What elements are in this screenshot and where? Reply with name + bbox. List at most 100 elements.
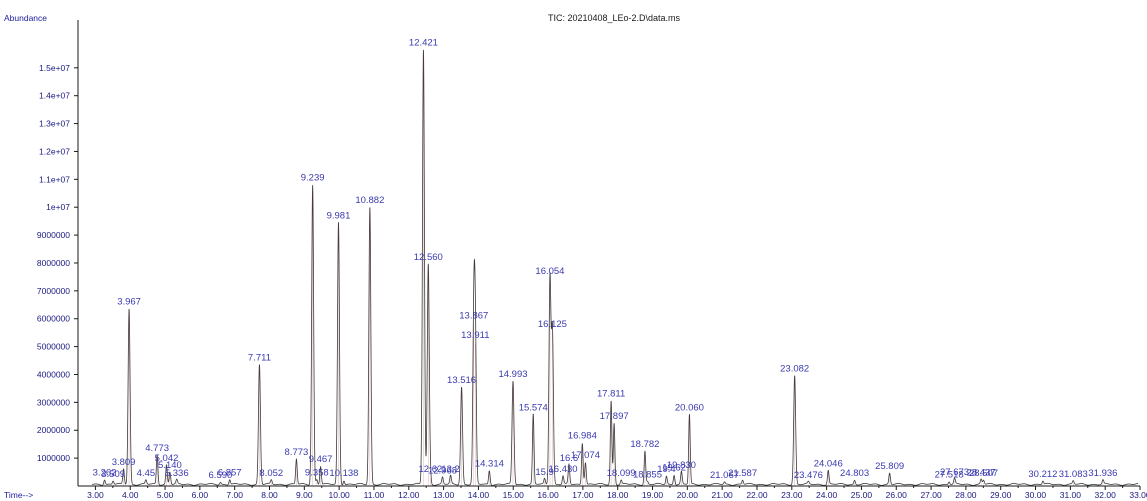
peak-label: 21.587 [728, 468, 757, 479]
x-tick-label: 13.00 [433, 490, 455, 500]
x-tick-label: 32.00 [1095, 490, 1117, 500]
peak-label: 12.421 [409, 37, 438, 48]
x-tick-label: 17.00 [572, 490, 594, 500]
peak-label: 25.809 [875, 461, 904, 472]
x-tick-label: 5.00 [157, 490, 174, 500]
x-tick-label: 26.00 [886, 490, 908, 500]
y-tick-label: 1e+07 [46, 202, 70, 212]
y-tick-label: 3000000 [37, 397, 70, 407]
peak-label: 8.773 [285, 447, 309, 458]
x-tick-label: 3.00 [87, 490, 104, 500]
peak-label: 16.430 [549, 464, 578, 475]
x-tick-label: 33.00 [1129, 490, 1147, 500]
peak-label: 28.507 [969, 468, 998, 479]
peak-label: 27.518 [935, 470, 964, 481]
peak-label: 6.857 [218, 467, 242, 478]
peak-label: 5.140 [158, 460, 182, 471]
peak-label: 27.673 [940, 467, 969, 478]
x-tick-label: 21.00 [712, 490, 734, 500]
peak-label: 20.060 [675, 403, 704, 414]
peak-label: 16.054 [535, 266, 564, 277]
peak-label: 7.711 [248, 352, 271, 363]
x-tick-label: 10.00 [329, 490, 351, 500]
peak-label: 12.968 [428, 465, 457, 476]
peak-label: 13.516 [447, 375, 476, 386]
y-tick-label: 1.1e+07 [39, 174, 70, 184]
y-axis-label: Abundance [4, 13, 47, 23]
x-tick-label: 12.00 [398, 490, 420, 500]
x-tick-label: 24.00 [816, 490, 838, 500]
peak-label: 18.099 [607, 468, 636, 479]
x-tick-label: 7.00 [226, 490, 243, 500]
x-tick-label: 22.00 [746, 490, 768, 500]
peak-label: 9.467 [309, 454, 333, 465]
peak-label: 15.574 [519, 403, 548, 414]
peak-label: 16.984 [568, 431, 597, 442]
peak-label: 17.811 [597, 389, 625, 400]
peak-label: 13.867 [459, 311, 488, 322]
peak-label: 10.882 [355, 195, 384, 206]
peak-label: 8.052 [259, 468, 283, 479]
x-tick-label: 15.00 [503, 490, 525, 500]
peak-label: 3.809 [112, 457, 136, 468]
peak-label: 19.62 [662, 463, 686, 474]
peak-label: 18.855 [633, 470, 662, 481]
peak-label: 3.262 [93, 467, 117, 478]
x-axis-label: Time--> [4, 490, 33, 500]
y-tick-label: 4000000 [37, 369, 70, 379]
x-tick-label: 29.00 [990, 490, 1012, 500]
peak-label: 17.074 [571, 450, 600, 461]
peak-label: 23.082 [780, 364, 809, 375]
y-tick-label: 1000000 [37, 453, 70, 463]
x-tick-label: 25.00 [851, 490, 873, 500]
y-tick-label: 9000000 [37, 230, 70, 240]
x-tick-label: 4.00 [122, 490, 139, 500]
y-tick-label: 1.5e+07 [39, 63, 70, 73]
y-tick-label: 1.3e+07 [39, 119, 70, 129]
peak-label: 19.4 [657, 464, 676, 475]
peak-label: 12.560 [414, 252, 443, 263]
peak-label: 17.897 [600, 411, 629, 422]
x-tick-label: 19.00 [642, 490, 664, 500]
peak-label: 10.138 [329, 468, 358, 479]
peak-label: 5.336 [165, 468, 189, 479]
peak-label: 31.083 [1059, 469, 1088, 480]
x-tick-label: 9.00 [296, 490, 313, 500]
tic-trace-line [91, 49, 1139, 486]
peak-label: 13.2 [441, 464, 460, 475]
peak-label: 4.773 [145, 443, 169, 454]
peak-label: 23.476 [794, 470, 823, 481]
y-tick-label: 8000000 [37, 258, 70, 268]
peak-label: 14.993 [498, 369, 527, 380]
x-tick-label: 18.00 [607, 490, 629, 500]
peak-label: 24.046 [814, 458, 843, 469]
peak-label: 4.45 [137, 468, 156, 479]
axes-group: 1000000 2000000 3000000 4000000 5000000 60000… [37, 20, 1147, 500]
peak-label: 9.358 [305, 467, 329, 478]
chart-title: TIC: 20210408_LEo-2.D\data.ms [548, 13, 681, 23]
peak-label: 9.239 [301, 173, 325, 184]
peak-label: 6.590 [209, 470, 233, 481]
peak-label: 13.911 [461, 330, 489, 341]
peak-label: 16.125 [538, 319, 567, 330]
peak-label: 21.067 [710, 470, 739, 481]
peak-label: 31.936 [1088, 468, 1117, 479]
peak-label: 5.042 [155, 453, 179, 464]
peak-label: 24.803 [840, 468, 869, 479]
x-tick-label: 23.00 [781, 490, 803, 500]
x-tick-label: 28.00 [955, 490, 977, 500]
peak-label: 28.437 [967, 467, 996, 478]
peak-label: 3.967 [117, 297, 141, 308]
x-tick-label: 14.00 [468, 490, 490, 500]
peak-label: 14.314 [475, 458, 504, 469]
y-tick-label: 5000000 [37, 342, 70, 352]
peak-label: 18.782 [630, 439, 659, 450]
x-tick-label: 11.00 [364, 490, 385, 500]
x-tick-label: 20.00 [677, 490, 699, 500]
x-tick-label: 16.00 [537, 490, 559, 500]
peak-label: 16.6 [560, 453, 579, 464]
y-tick-label: 7000000 [37, 286, 70, 296]
x-tick-label: 30.00 [1025, 490, 1047, 500]
